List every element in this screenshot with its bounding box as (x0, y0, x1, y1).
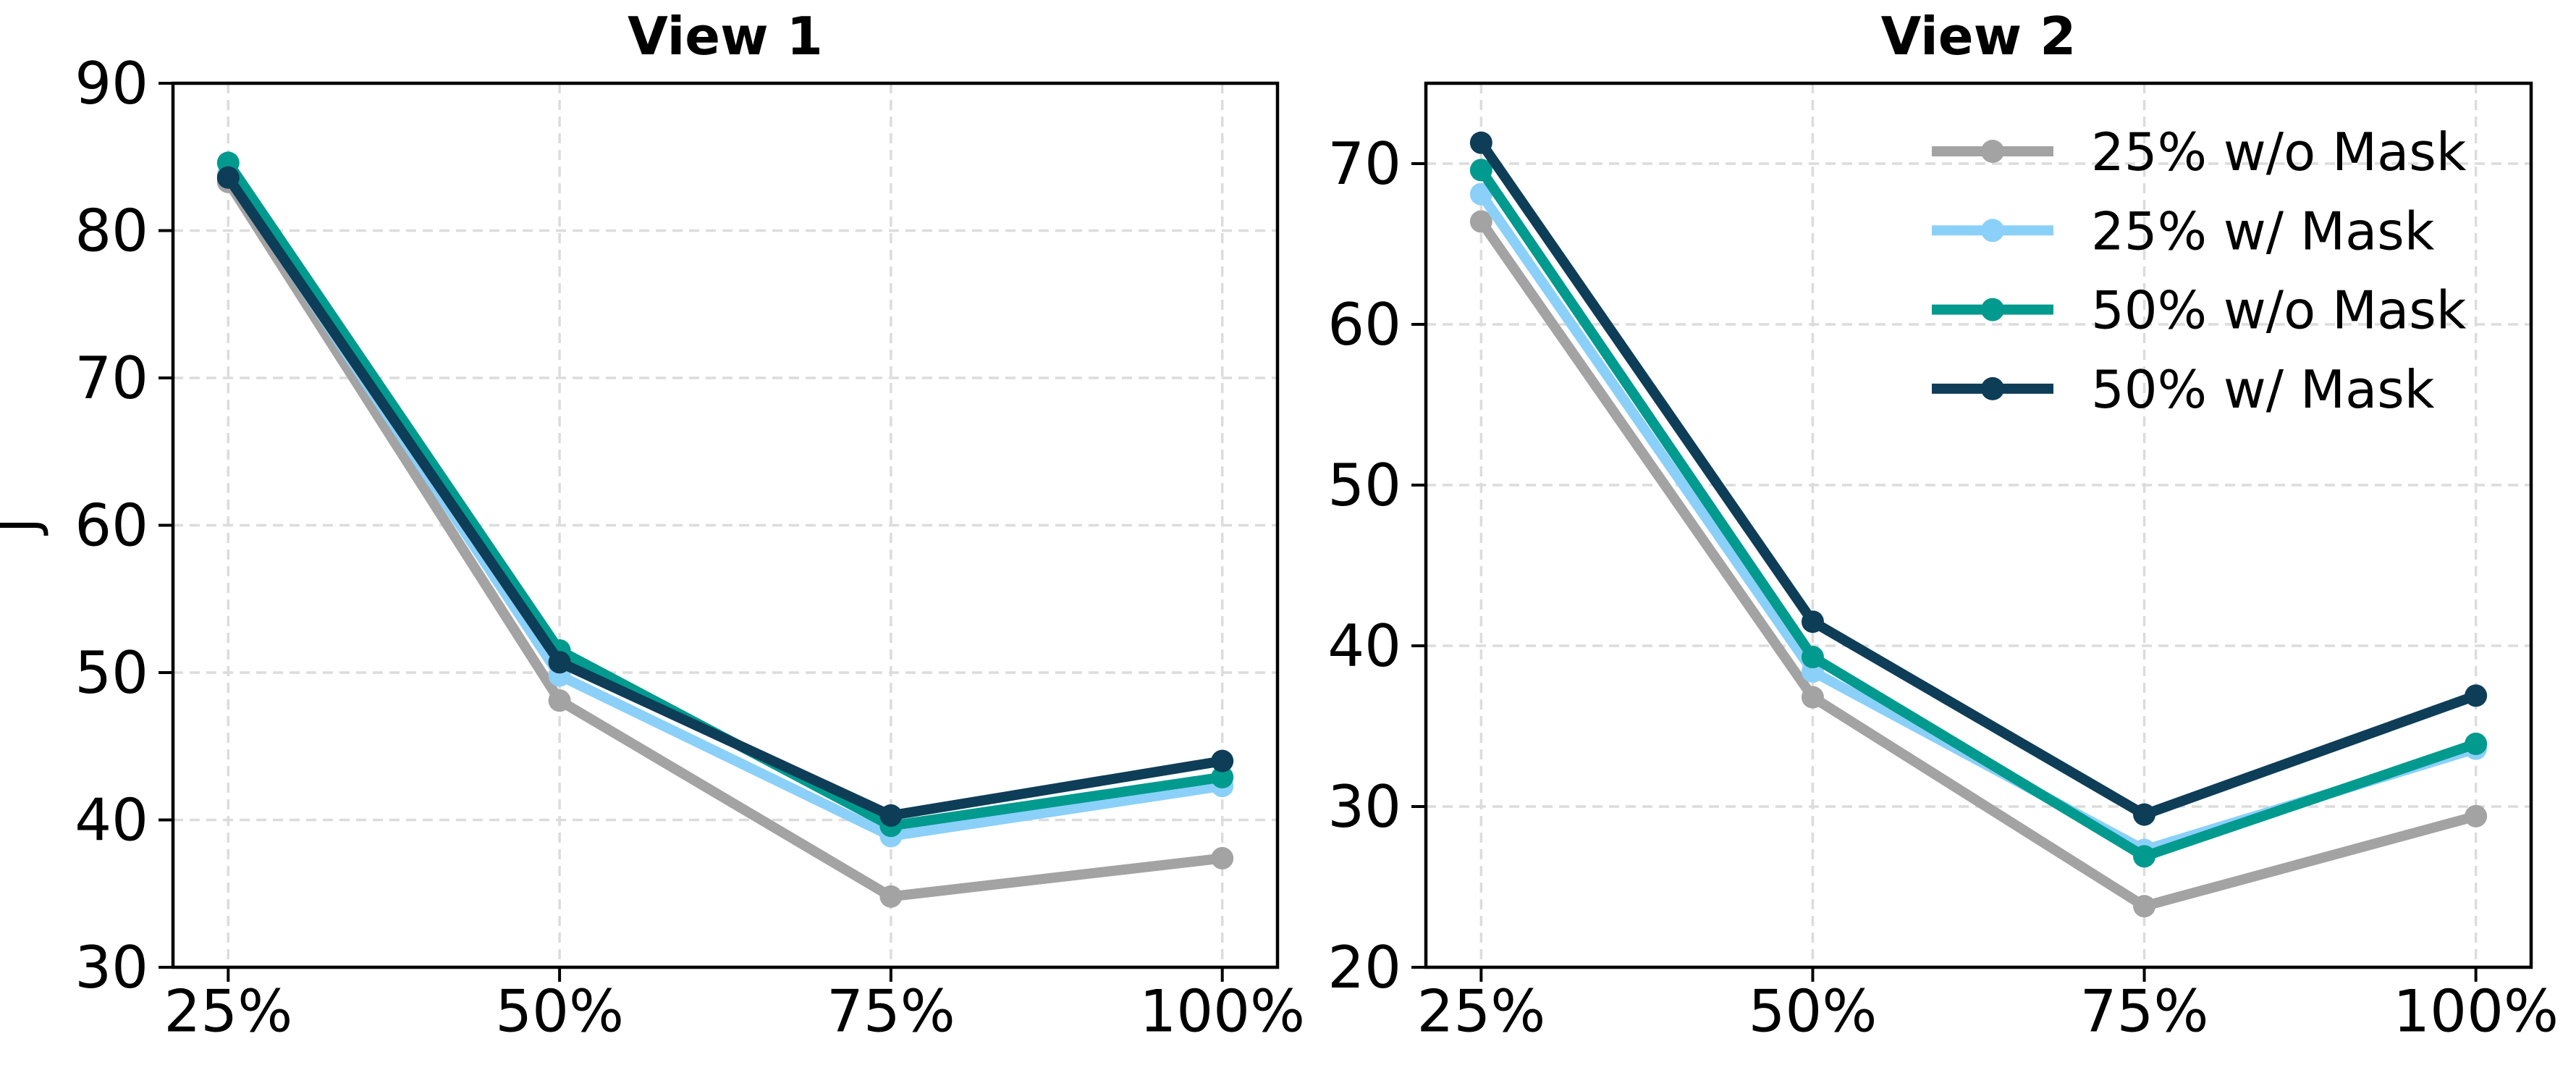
x-tick-label: 100% (1139, 978, 1305, 1045)
y-tick-label: 50 (1327, 452, 1401, 519)
data-point-marker (2465, 804, 2488, 828)
data-point-marker (1211, 765, 1234, 788)
y-tick-label: 70 (75, 345, 148, 412)
data-point-marker (879, 804, 903, 827)
legend-marker-icon (1981, 140, 2004, 163)
data-point-marker (1801, 646, 1824, 669)
y-tick-label: 80 (75, 198, 148, 265)
series-line-25-w-o-mask (223, 177, 1228, 902)
x-tick-label: 50% (495, 978, 624, 1045)
y-tick-label: 20 (1327, 934, 1401, 1001)
legend-label: 50% w/o Mask (2091, 280, 2467, 341)
legend-marker-icon (1981, 219, 2004, 243)
y-tick-label: 40 (75, 787, 148, 854)
legend-label: 25% w/ Mask (2091, 201, 2435, 261)
data-point-marker (1801, 686, 1824, 709)
data-point-marker (216, 166, 240, 189)
y-tick-label: 30 (75, 934, 148, 1001)
data-point-marker (2133, 845, 2156, 868)
data-point-marker (2465, 732, 2488, 755)
x-tick-label: 75% (2080, 978, 2209, 1045)
data-point-marker (879, 885, 903, 908)
series-line-25-w-o-mask (1476, 216, 2481, 912)
data-point-marker (1469, 159, 1492, 182)
y-tick-label: 60 (75, 492, 148, 560)
data-point-marker (2133, 803, 2156, 826)
series-line-50-w-o-mask (1476, 164, 2481, 862)
y-tick-label: 70 (1327, 130, 1401, 198)
legend-label: 50% w/ Mask (2091, 359, 2435, 420)
series-line-50-w-mask (1476, 138, 2481, 820)
data-point-marker (1469, 210, 1492, 233)
y-tick-label: 30 (1327, 773, 1401, 841)
data-point-marker (1211, 846, 1234, 870)
chart-title: View 2 (1881, 6, 2077, 67)
axes-spines (1424, 81, 2533, 969)
data-point-marker (548, 689, 571, 712)
data-point-marker (2133, 895, 2156, 918)
data-point-marker (1801, 610, 1824, 633)
data-point-marker (1469, 182, 1492, 206)
legend-marker-icon (1981, 376, 2004, 400)
series-line-50-w-o-mask (223, 157, 1228, 831)
y-axis-label: J (0, 518, 50, 536)
data-point-marker (1211, 749, 1234, 773)
data-point-marker (548, 651, 571, 674)
series-line-50-w-mask (223, 172, 1228, 821)
y-tick-label: 50 (75, 639, 148, 707)
x-tick-label: 25% (1416, 978, 1545, 1045)
legend-marker-icon (1981, 298, 2004, 321)
legend-label: 25% w/o Mask (2091, 122, 2467, 182)
x-tick-label: 25% (164, 978, 292, 1045)
data-point-marker (2465, 684, 2488, 707)
y-tick-label: 90 (75, 50, 148, 117)
x-tick-label: 75% (827, 978, 955, 1045)
subplot-view-1: 25% 50% 75% 100% 30 40 50 60 70 80 90 View 1 J (0, 6, 1305, 1045)
data-point-marker (1469, 131, 1492, 154)
chart-title: View 1 (628, 6, 823, 67)
legend: 25% w/o Mask 25% w/ Mask 50% w/o Mask 50% w… (1932, 122, 2467, 420)
y-tick-label: 40 (1327, 613, 1401, 680)
x-tick-label: 50% (1749, 978, 1878, 1045)
y-tick-label: 60 (1327, 291, 1401, 358)
x-tick-label: 100% (2393, 978, 2559, 1045)
